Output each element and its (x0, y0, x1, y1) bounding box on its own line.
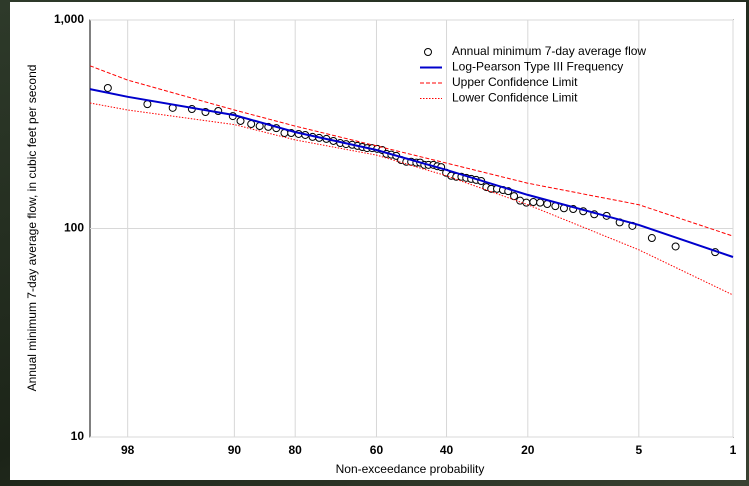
y-axis-title: Annual minimum 7-day average flow, in cu… (25, 65, 39, 392)
y-tick-label: 1,000 (54, 12, 84, 26)
x-tick-label: 98 (121, 443, 135, 457)
y-tick-label: 100 (64, 221, 84, 235)
x-tick-label: 60 (370, 443, 384, 457)
legend-label: Lower Confidence Limit (452, 91, 578, 105)
series-line (89, 88, 734, 258)
data-point (529, 197, 538, 206)
data-point (143, 100, 152, 109)
series-line (89, 65, 734, 237)
data-point (647, 234, 656, 243)
y-tick-label: 10 (71, 429, 85, 443)
data-point (536, 198, 545, 207)
x-tick-label: 1 (730, 443, 737, 457)
series-line (89, 102, 734, 296)
x-tick-label: 5 (635, 443, 642, 457)
x-tick-label: 90 (228, 443, 242, 457)
data-point (247, 120, 256, 129)
data-point (103, 83, 112, 92)
data-point (671, 242, 680, 251)
legend-label: Annual minimum 7-day average flow (452, 44, 646, 58)
x-axis-title: Non-exceedance probability (336, 462, 485, 476)
x-tick-label: 20 (521, 443, 535, 457)
legend-label: Log-Pearson Type III Frequency (452, 60, 623, 74)
legend-symbol (424, 48, 432, 56)
panel (10, 2, 746, 480)
x-tick-label: 80 (289, 443, 303, 457)
x-tick-label: 40 (440, 443, 454, 457)
legend-label: Upper Confidence Limit (452, 75, 578, 89)
data-point (522, 198, 531, 207)
